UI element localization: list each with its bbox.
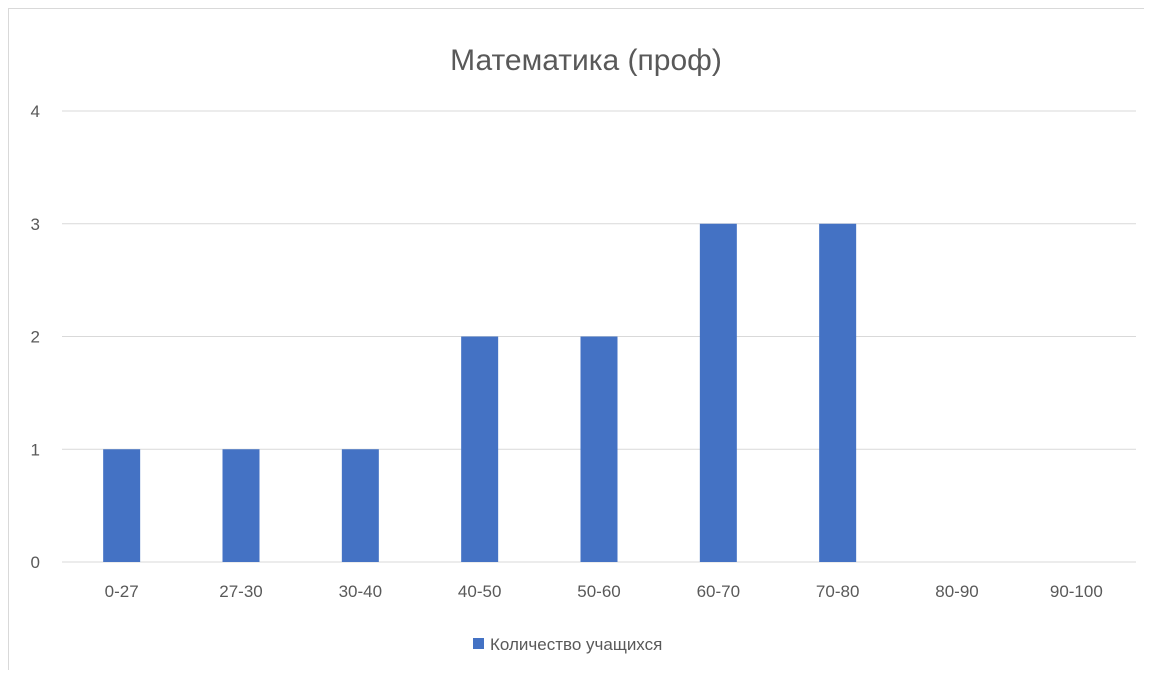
x-tick-label: 0-27: [105, 582, 139, 601]
x-axis-ticks: 0-27 27-30 30-40 40-50 50-60 60-70 70-80 80-90 9…: [105, 582, 1103, 601]
x-tick-label: 27-30: [219, 582, 262, 601]
y-axis-ticks: 0 1 2 3 4: [31, 102, 40, 572]
chart-title: Математика (проф): [450, 44, 722, 77]
bar-70-80: [819, 223, 857, 562]
y-tick-label: 2: [31, 328, 40, 347]
x-tick-label: 90-100: [1050, 582, 1103, 601]
legend-swatch: [473, 638, 484, 649]
legend: Количество учащихся: [473, 635, 662, 654]
bar-27-30: [222, 449, 260, 562]
bar-50-60: [580, 336, 618, 562]
y-tick-label: 0: [31, 553, 40, 572]
y-tick-label: 4: [31, 102, 40, 121]
x-tick-label: 70-80: [816, 582, 859, 601]
y-tick-label: 3: [31, 215, 40, 234]
bars: [103, 223, 857, 562]
x-tick-label: 40-50: [458, 582, 501, 601]
x-tick-label: 30-40: [339, 582, 382, 601]
x-tick-label: 60-70: [697, 582, 740, 601]
bar-30-40: [341, 449, 379, 562]
x-tick-label: 50-60: [577, 582, 620, 601]
chart-frame: [8, 8, 1144, 670]
bar-40-50: [461, 336, 499, 562]
bar-0-27: [103, 449, 141, 562]
x-tick-label: 80-90: [935, 582, 978, 601]
bar-60-70: [699, 223, 737, 562]
legend-label: Количество учащихся: [490, 635, 662, 654]
y-tick-label: 1: [31, 440, 40, 459]
